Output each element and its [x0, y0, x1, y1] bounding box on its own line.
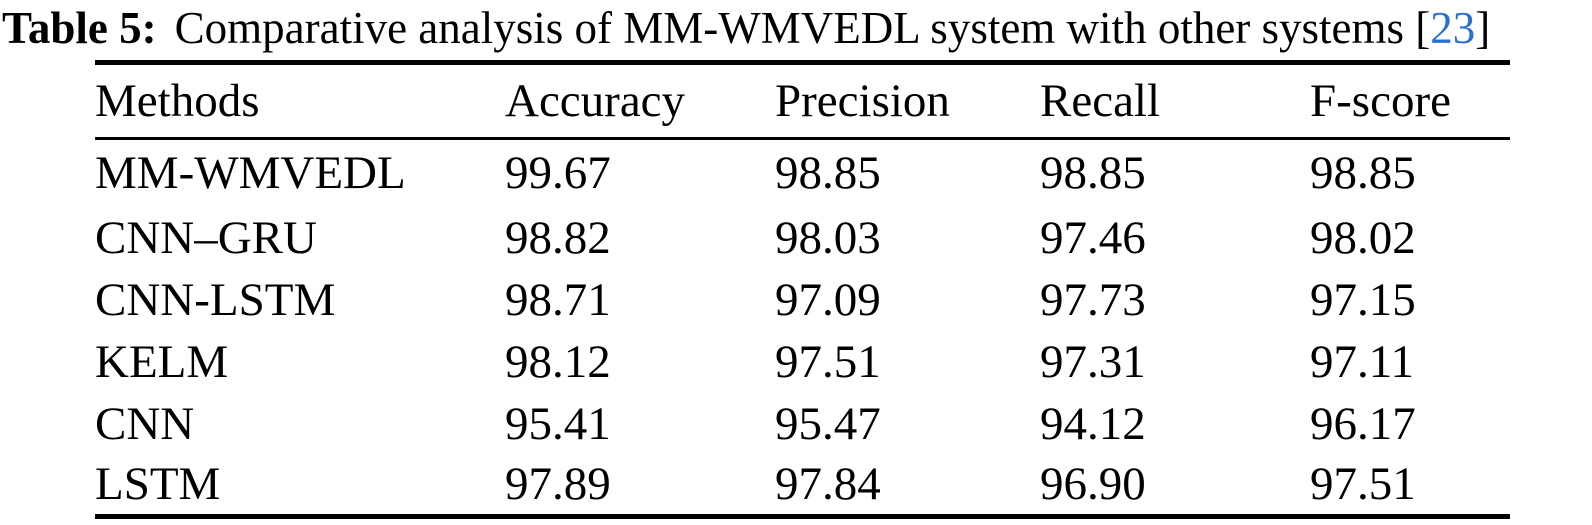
cell-fscore: 96.17 — [1310, 397, 1416, 450]
table-caption: Table 5: Comparative analysis of MM-WMVED… — [2, 1, 1592, 55]
cell-method: CNN-LSTM — [95, 273, 336, 326]
table-body: MM-WMVEDL 99.67 98.85 98.85 98.85 CNN–GR… — [95, 139, 1510, 517]
cell-method: LSTM — [95, 458, 221, 511]
cell-method: KELM — [95, 335, 229, 388]
cell-precision: 97.51 — [775, 335, 881, 388]
header-fscore: F-score — [1310, 62, 1510, 140]
header-recall: Recall — [1040, 62, 1310, 140]
citation-open-bracket: [ — [1415, 3, 1431, 53]
cell-accuracy: 95.41 — [505, 397, 611, 450]
cell-fscore: 97.11 — [1310, 335, 1415, 388]
comparison-table: Methods Accuracy Precision Recall F-scor… — [95, 60, 1510, 519]
table-row: CNN-LSTM 98.71 97.09 97.73 97.15 — [95, 269, 1510, 331]
cell-method: MM-WMVEDL — [95, 147, 406, 200]
cell-recall: 96.90 — [1040, 458, 1146, 511]
cell-fscore: 98.85 — [1310, 147, 1416, 200]
table-row: KELM 98.12 97.51 97.31 97.11 — [95, 331, 1510, 393]
cell-accuracy: 98.82 — [505, 211, 611, 264]
table-row: CNN–GRU 98.82 98.03 97.46 98.02 — [95, 207, 1510, 269]
cell-recall: 97.73 — [1040, 273, 1146, 326]
cell-accuracy: 99.67 — [505, 147, 611, 200]
table-header-row: Methods Accuracy Precision Recall F-scor… — [95, 62, 1510, 140]
cell-accuracy: 98.12 — [505, 335, 611, 388]
comparison-table-container: Methods Accuracy Precision Recall F-scor… — [95, 60, 1510, 519]
cell-precision: 97.84 — [775, 458, 881, 511]
cell-accuracy: 97.89 — [505, 458, 611, 511]
citation-close-bracket: ] — [1475, 3, 1491, 53]
cell-recall: 97.31 — [1040, 335, 1146, 388]
cell-recall: 98.85 — [1040, 147, 1146, 200]
table-header: Methods Accuracy Precision Recall F-scor… — [95, 62, 1510, 140]
header-precision: Precision — [775, 62, 1040, 140]
cell-precision: 95.47 — [775, 397, 881, 450]
table-caption-label: Table 5: — [2, 3, 157, 53]
cell-method: CNN — [95, 397, 195, 450]
cell-precision: 98.85 — [775, 147, 881, 200]
cell-fscore: 97.51 — [1310, 458, 1416, 511]
cell-precision: 97.09 — [775, 273, 881, 326]
cell-accuracy: 98.71 — [505, 273, 611, 326]
header-accuracy: Accuracy — [505, 62, 775, 140]
cell-recall: 94.12 — [1040, 397, 1146, 450]
cell-recall: 97.46 — [1040, 211, 1146, 264]
cell-fscore: 97.15 — [1310, 273, 1416, 326]
table-row: LSTM 97.89 97.84 96.90 97.51 — [95, 455, 1510, 517]
cell-method: CNN–GRU — [95, 211, 317, 264]
cell-fscore: 98.02 — [1310, 211, 1416, 264]
table-row: MM-WMVEDL 99.67 98.85 98.85 98.85 — [95, 139, 1510, 207]
citation-link[interactable]: 23 — [1430, 3, 1476, 53]
table-row: CNN 95.41 95.47 94.12 96.17 — [95, 393, 1510, 455]
header-methods: Methods — [95, 62, 505, 140]
citation: [23] — [1415, 3, 1490, 53]
table-caption-text: Comparative analysis of MM-WMVEDL system… — [174, 3, 1405, 53]
cell-precision: 98.03 — [775, 211, 881, 264]
